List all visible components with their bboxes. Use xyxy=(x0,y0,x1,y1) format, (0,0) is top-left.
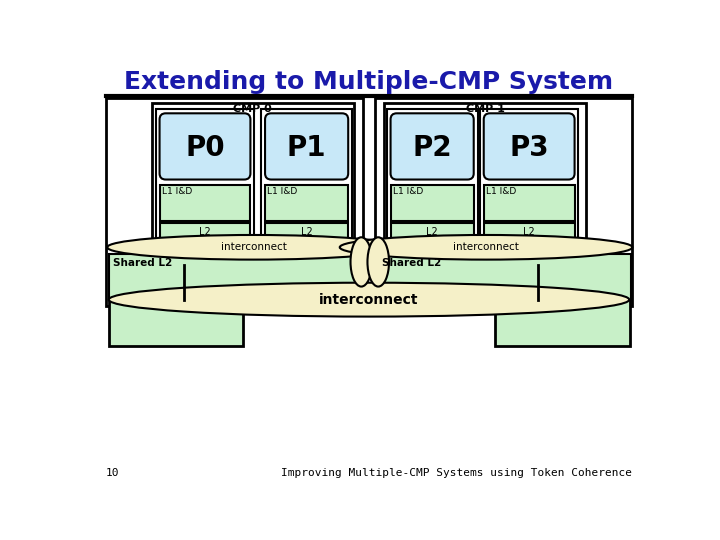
Text: L1 I&D: L1 I&D xyxy=(393,187,423,196)
Bar xyxy=(495,288,630,346)
Text: L2: L2 xyxy=(523,227,535,237)
Text: L1 I&D: L1 I&D xyxy=(267,187,297,196)
Ellipse shape xyxy=(109,283,629,316)
Text: CMP 0: CMP 0 xyxy=(233,104,272,114)
Bar xyxy=(375,98,632,306)
Bar xyxy=(390,222,474,242)
Bar xyxy=(109,288,243,346)
Bar xyxy=(156,110,254,244)
Text: L1 I&D: L1 I&D xyxy=(486,187,516,196)
Bar xyxy=(484,222,575,242)
Ellipse shape xyxy=(351,237,372,287)
Text: CMP 1: CMP 1 xyxy=(466,104,505,114)
Ellipse shape xyxy=(367,237,389,287)
Ellipse shape xyxy=(340,235,632,260)
Text: L2: L2 xyxy=(301,227,312,237)
Text: Shared L2: Shared L2 xyxy=(112,258,172,268)
Bar xyxy=(160,185,251,221)
Text: interconnect: interconnect xyxy=(453,242,519,252)
Text: 10: 10 xyxy=(106,468,120,478)
Text: Improving Multiple-CMP Systems using Token Coherence: Improving Multiple-CMP Systems using Tok… xyxy=(282,468,632,478)
Text: P2: P2 xyxy=(413,134,452,163)
Ellipse shape xyxy=(107,235,400,260)
Text: interconnect: interconnect xyxy=(319,293,419,307)
Text: P3: P3 xyxy=(509,134,549,163)
Text: L2: L2 xyxy=(426,227,438,237)
Text: P1: P1 xyxy=(287,134,326,163)
Bar xyxy=(390,185,474,221)
FancyBboxPatch shape xyxy=(265,113,348,179)
Bar xyxy=(384,103,586,273)
Bar xyxy=(484,185,575,221)
Bar xyxy=(265,185,348,221)
FancyBboxPatch shape xyxy=(160,113,251,179)
Bar xyxy=(152,103,354,273)
Text: interconnect: interconnect xyxy=(220,242,287,252)
Text: Shared L2: Shared L2 xyxy=(382,258,441,268)
Bar xyxy=(261,110,352,244)
Bar xyxy=(480,110,578,244)
Bar xyxy=(378,254,631,300)
Bar xyxy=(109,254,361,300)
Bar xyxy=(106,98,363,306)
Text: L1 I&D: L1 I&D xyxy=(162,187,192,196)
FancyBboxPatch shape xyxy=(390,113,474,179)
Text: Extending to Multiple-CMP System: Extending to Multiple-CMP System xyxy=(125,70,613,94)
Bar xyxy=(387,110,477,244)
Bar xyxy=(265,222,348,242)
Text: P0: P0 xyxy=(185,134,225,163)
FancyBboxPatch shape xyxy=(484,113,575,179)
Text: L2: L2 xyxy=(199,227,211,237)
Bar xyxy=(160,222,251,242)
